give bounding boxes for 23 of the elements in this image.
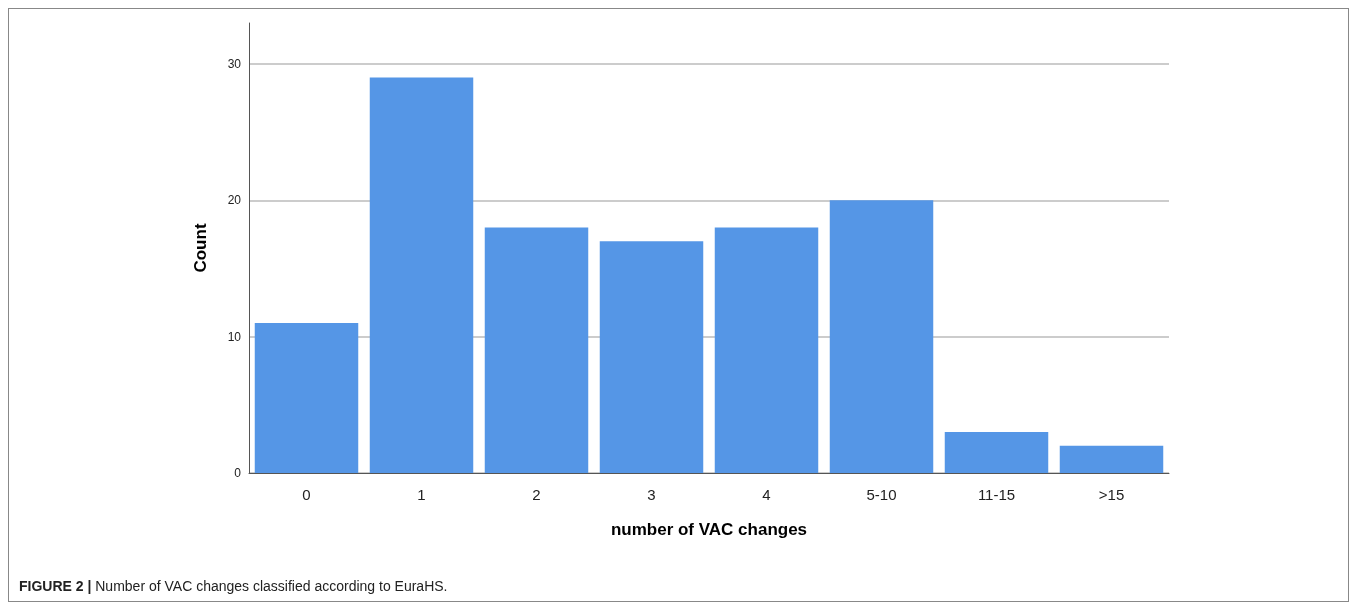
x-axis-title: number of VAC changes [610,520,808,539]
x-tick-label: 4 [762,486,771,503]
x-tick-label: >15 [1098,486,1125,503]
x-tick-label: 1 [417,486,426,503]
y-axis-title: Count [191,223,210,273]
bar [1059,445,1164,473]
bar [254,323,359,473]
x-tick-label: 11-15 [977,486,1016,503]
y-tick-label: 20 [227,193,242,208]
x-tick-label: 3 [647,486,656,503]
bar [484,227,589,473]
bar [944,432,1049,473]
y-tick-label: 0 [234,466,242,480]
x-tick-label: 5-10 [866,486,897,503]
caption: FIGURE 2 | Number of VAC changes classified according to EuraHS. [19,578,448,594]
y-tick-label: 30 [227,56,242,71]
bar [599,241,704,473]
x-tick-label: 2 [532,486,541,503]
bar [829,200,934,473]
y-tick-label: 10 [227,329,242,344]
bar [714,227,819,473]
bar [369,77,474,473]
x-tick-label: 0 [302,486,311,503]
